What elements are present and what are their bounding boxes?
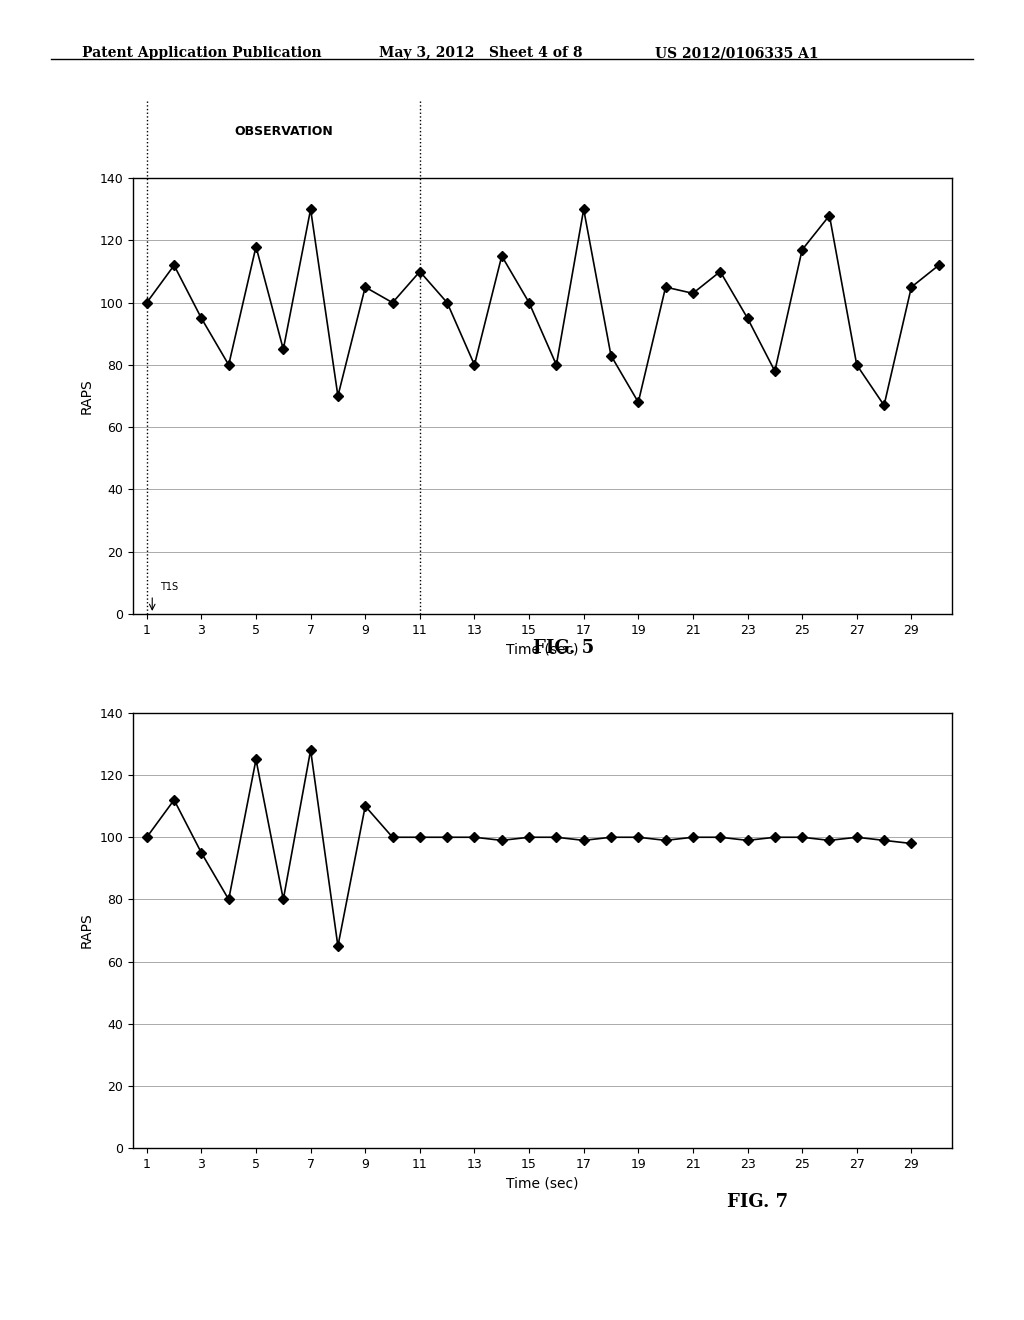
X-axis label: Time (sec): Time (sec) bbox=[507, 1176, 579, 1191]
Y-axis label: RAPS: RAPS bbox=[80, 378, 94, 414]
Text: May 3, 2012   Sheet 4 of 8: May 3, 2012 Sheet 4 of 8 bbox=[379, 46, 583, 61]
Text: US 2012/0106335 A1: US 2012/0106335 A1 bbox=[655, 46, 819, 61]
X-axis label: Time (sec): Time (sec) bbox=[507, 642, 579, 656]
Text: T1S: T1S bbox=[161, 582, 178, 591]
Y-axis label: RAPS: RAPS bbox=[80, 912, 94, 949]
Text: OBSERVATION: OBSERVATION bbox=[233, 125, 333, 137]
Text: FIG. 5: FIG. 5 bbox=[532, 639, 594, 657]
Text: FIG. 7: FIG. 7 bbox=[727, 1193, 788, 1212]
Text: Patent Application Publication: Patent Application Publication bbox=[82, 46, 322, 61]
